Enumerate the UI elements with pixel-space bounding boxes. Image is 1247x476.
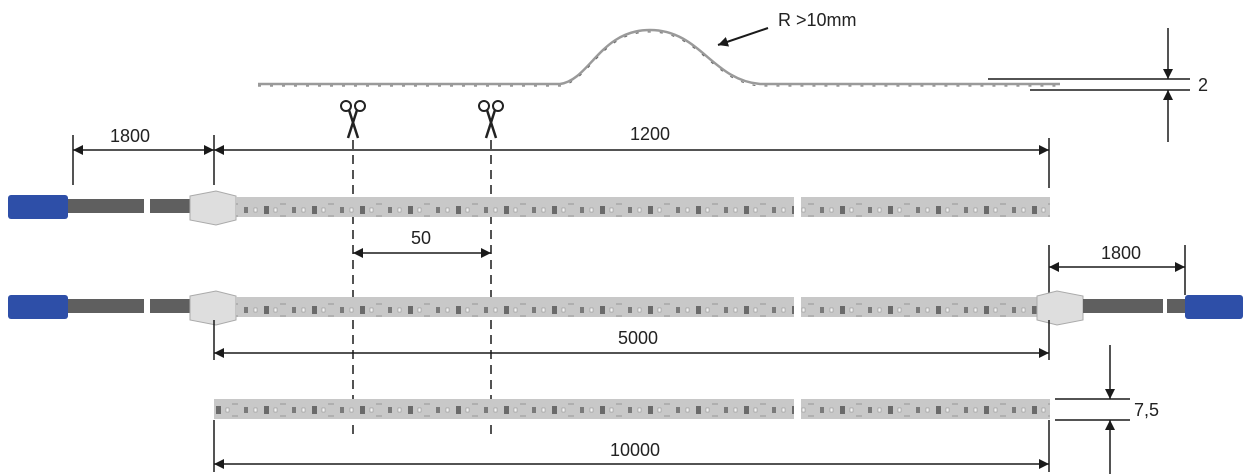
strip-row-2 <box>8 290 1243 326</box>
led-strip-segment <box>801 297 1037 317</box>
bend-radius-label: R >10mm <box>778 10 857 30</box>
strip-length-label-10000: 10000 <box>610 440 660 460</box>
end-cap <box>189 290 237 326</box>
connector-plug <box>8 295 68 319</box>
width-dimension <box>1055 345 1130 474</box>
strip-width-label: 7,5 <box>1134 400 1159 420</box>
end-cap <box>189 190 237 226</box>
strip-length-label-1200: 1200 <box>630 124 670 144</box>
scissors-icon <box>478 100 504 139</box>
thickness-dimension <box>988 28 1190 142</box>
dimension-1800-right <box>1048 245 1186 295</box>
thickness-label: 2 <box>1198 75 1208 95</box>
end-cap <box>1036 290 1084 326</box>
cable-length-label-right: 1800 <box>1101 243 1141 263</box>
connector-plug <box>1185 295 1243 319</box>
led-strip-segment <box>236 197 794 217</box>
led-strip-segment <box>236 297 794 317</box>
cable-length-label-left: 1800 <box>110 126 150 146</box>
connector-plug <box>8 195 68 219</box>
bend-radius-arrow <box>717 27 769 47</box>
scissors-icon <box>340 100 366 139</box>
dimension-1800-left <box>72 135 215 185</box>
strip-row-1 <box>8 190 1050 226</box>
dimension-5000 <box>213 320 1050 360</box>
cut-lines <box>352 140 492 436</box>
bent-strip-profile <box>258 28 1060 87</box>
cut-interval-label: 50 <box>411 228 431 248</box>
led-strip-segment <box>801 197 1050 217</box>
dimension-1200 <box>214 138 1050 188</box>
dimension-10000 <box>213 420 1050 472</box>
led-strip-segment <box>801 399 1050 419</box>
led-strip-segment <box>214 399 794 419</box>
strip-length-label-5000: 5000 <box>618 328 658 348</box>
strip-row-3 <box>214 399 1050 419</box>
